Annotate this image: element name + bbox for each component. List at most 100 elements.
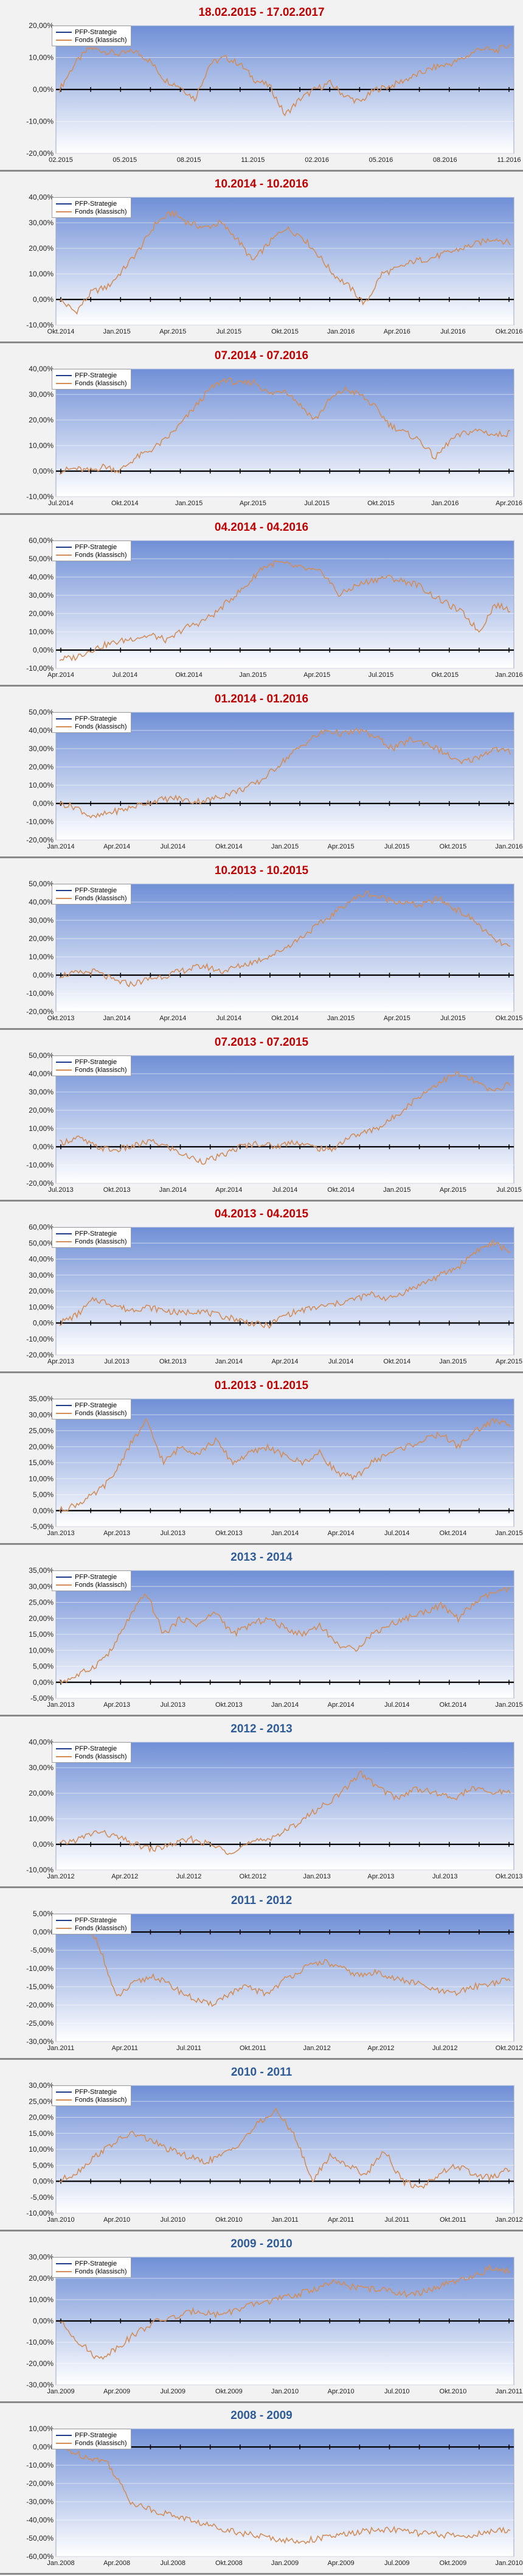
x-tick-label: Jul.2014 [112,671,137,679]
y-tick-label: 0,00% [33,1507,54,1515]
x-tick-label: Apr.2015 [240,500,266,507]
y-tick-label: 25,00% [29,1427,54,1435]
x-tick-label: Jan.2009 [271,2560,299,2567]
panel-divider [0,2573,523,2575]
x-tick-label: Apr.2013 [47,1358,74,1365]
legend-label: PFP-Strategie [75,715,117,723]
y-tick-label: 5,00% [33,1662,54,1671]
legend-label: Fonds (klassisch) [75,2439,127,2447]
x-tick-label: Jul.2015 [216,328,242,335]
y-tick-label: -50,00% [26,2534,54,2543]
legend-label: Fonds (klassisch) [75,723,127,730]
legend-entry: Fonds (klassisch) [56,551,127,559]
x-tick-label: Okt.2014 [271,1015,299,1022]
legend-entry: PFP-Strategie [56,1573,127,1581]
chart-title: 2012 - 2013 [230,1723,293,1735]
legend-entry: Fonds (klassisch) [56,1924,127,1932]
x-tick-label: Okt.2014 [215,843,243,850]
series-line-fonds [59,1418,511,1512]
panel-divider [0,1200,523,1202]
series-line-fonds [59,2264,511,2360]
x-tick-label: Apr.2015 [440,1186,466,1194]
x-tick-label: Okt.2015 [440,843,467,850]
legend-entry: Fonds (klassisch) [56,208,127,215]
y-tick-label: 20,00% [29,934,54,943]
x-tick-label: Jul.2014 [160,843,185,850]
x-tick-label: Okt.2014 [440,1530,467,1537]
legend-label: Fonds (klassisch) [75,1409,127,1417]
y-tick-label: -25,00% [26,2019,54,2028]
y-tick-label: -10,00% [26,2338,54,2347]
x-tick-label: 05.2016 [369,156,393,164]
legend-swatch [56,897,72,899]
series-line-fonds [59,209,511,315]
x-tick-label: Jan.2011 [496,2388,522,2395]
x-tick-label: Okt.2013 [103,1186,131,1194]
x-tick-label: Jan.2014 [271,1701,299,1709]
legend-entry: PFP-Strategie [56,1745,127,1752]
legend-label: Fonds (klassisch) [75,2267,127,2275]
x-tick-label: 02.2015 [49,156,73,164]
chart-title: 10.2013 - 10.2015 [214,864,309,877]
legend-label: Fonds (klassisch) [75,1581,127,1589]
legend-label: PFP-Strategie [75,543,117,551]
chart-panel: 2009 - 2010 30,00% 20,00% 10,00% 0,00% -10,00… [0,2231,523,2403]
y-tick-label: 10,00% [29,1474,54,1483]
legend-label: PFP-Strategie [75,1401,117,1409]
y-tick-label: 10,00% [29,2145,54,2154]
y-tick-label: 40,00% [29,1255,54,1264]
chart-plot: 30,00% 20,00% 10,00% 0,00% -10,00% -20,00% -30… [26,2253,522,2395]
chart-plot: 40,00%30,00%20,00%10,00%0,00%-10,00%Okt.… [26,193,522,335]
legend-swatch [56,1748,72,1749]
y-tick-label: -5,00% [30,1946,54,1955]
panel-divider [0,2230,523,2231]
x-tick-label: Jul.2010 [160,2216,185,2224]
legend-entry: Fonds (klassisch) [56,379,127,387]
chart-legend: PFP-Strategie Fonds (klassisch) [52,1570,131,1591]
legend-swatch [56,1927,72,1929]
y-tick-label: 0,00% [33,799,54,808]
x-tick-label: Apr.2014 [103,843,130,850]
legend-swatch [56,374,72,376]
legend-swatch [56,1069,72,1071]
y-tick-label: 10,00% [29,2424,54,2433]
x-tick-label: Jan.2015 [103,328,130,335]
x-tick-label: Okt.2012 [496,2045,523,2052]
x-tick-label: Jan.2015 [327,1015,355,1022]
y-tick-label: -30,00% [26,2497,54,2506]
y-tick-label: -10,00% [26,989,54,998]
legend-label: Fonds (klassisch) [75,551,127,559]
panel-divider [0,685,523,687]
x-tick-label: Apr.2011 [112,2045,138,2052]
x-tick-label: Jan.2015 [383,1186,410,1194]
legend-label: PFP-Strategie [75,1230,117,1237]
series-line-fonds [59,1238,511,1329]
legend-label: PFP-Strategie [75,886,117,894]
x-tick-label: Apr.2015 [328,843,355,850]
x-tick-label: Okt.2013 [215,1701,243,1709]
x-tick-label: Okt.2014 [111,500,139,507]
y-tick-label: 30,00% [29,390,54,399]
x-tick-label: Apr.2014 [47,671,74,679]
legend-entry: Fonds (klassisch) [56,723,127,730]
x-tick-label: Okt.2013 [159,1358,187,1365]
x-tick-label: Apr.2009 [103,2388,130,2395]
y-tick-label: 40,00% [29,193,54,201]
y-tick-label: -20,00% [26,1179,54,1188]
chart-plot: 5,00% 0,00% -5,00% -10,00% -15,00% -20,00% -25… [26,1909,523,2052]
x-tick-label: Okt.2015 [271,328,299,335]
legend-swatch [56,211,72,212]
x-tick-label: Jul.2013 [160,1701,185,1709]
x-tick-label: Jul.2013 [104,1358,130,1365]
chart-plot: 50,00% 40,00% 30,00% 20,00% 10,00% 0,00% -10,0… [26,1051,522,1194]
legend-swatch [56,2270,72,2272]
legend-entry: PFP-Strategie [56,715,127,723]
legend-label: Fonds (klassisch) [75,379,127,387]
chart-panel: 10.2013 - 10.2015 50,00% 40,00% 30,00% 20,00… [0,858,523,1030]
chart-title: 2009 - 2010 [230,2238,293,2250]
y-tick-label: -5,00% [30,1522,54,1531]
legend-label: Fonds (klassisch) [75,894,127,902]
chart-legend: PFP-Strategie Fonds (klassisch) [52,197,131,218]
y-tick-label: -60,00% [26,2552,54,2561]
